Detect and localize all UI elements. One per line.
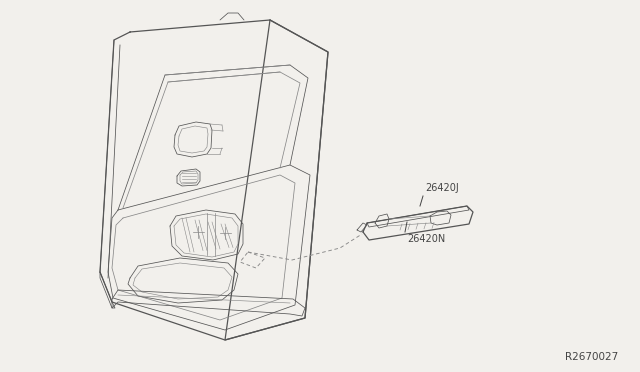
Text: 26420N: 26420N [407,234,445,244]
Text: 26420J: 26420J [425,183,459,193]
Text: R2670027: R2670027 [564,352,618,362]
